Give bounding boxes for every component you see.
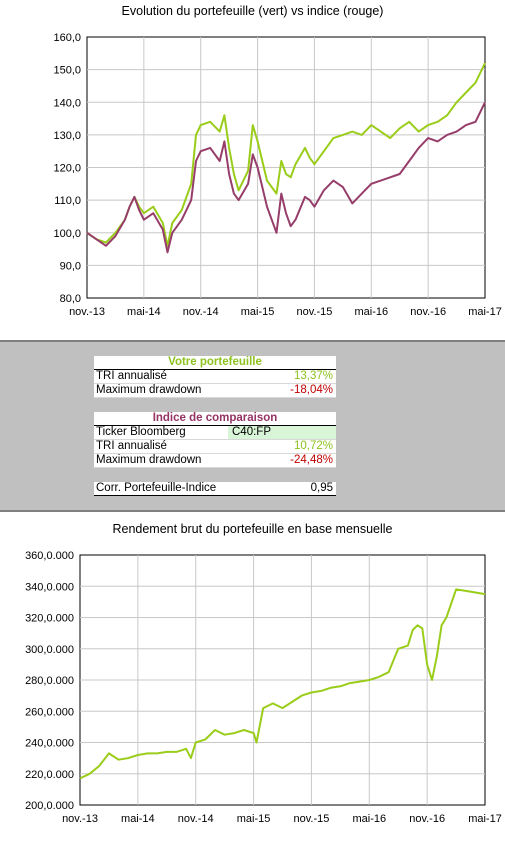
ticker-input[interactable]: C40:FP (228, 426, 336, 439)
portfolio-mdd-row: Maximum drawdown -18,04% (94, 384, 336, 398)
index-mdd-row: Maximum drawdown -24,48% (94, 454, 336, 468)
index-mdd-label: Maximum drawdown (96, 454, 202, 466)
chart2-title: Rendement brut du portefeuille en base m… (112, 522, 393, 536)
index-tri-label: TRI annualisé (96, 440, 167, 452)
index-tri-value: 10,72% (293, 440, 333, 452)
chart2-x-tick-label: nov.-16 (409, 813, 445, 825)
chart2-plot: 200,0.000 220,0.000 240,0.000 260,0.000 280,… (25, 550, 502, 825)
portfolio-tri-value: 13,37% (293, 370, 333, 382)
chart2-x-tick-label: mai-15 (237, 813, 271, 825)
chart2-y-tick-label: 340,0.000 (25, 581, 74, 593)
chart1-y-tick-label: 130,0 (53, 130, 81, 142)
chart2-y-tick-label: 200,0.000 (25, 800, 74, 812)
portfolio-mdd-label: Maximum drawdown (96, 384, 202, 396)
chart2-y-tick-label: 360,0.000 (25, 550, 74, 562)
chart2-x-tick-label: mai-16 (352, 813, 386, 825)
index-stats-panel: Indice de comparaison Ticker Bloomberg C… (94, 412, 336, 468)
index-tri-row: TRI annualisé 10,72% (94, 440, 336, 454)
chart1-x-tick-label: nov.-15 (296, 306, 332, 318)
chart2-y-tick-label: 260,0.000 (25, 706, 74, 718)
chart1-title: Evolution du portefeuille (vert) vs indi… (121, 4, 384, 18)
chart2-y-tick-label: 220,0.000 (25, 769, 74, 781)
chart1-x-tick-label: mai-17 (468, 306, 502, 318)
chart1-x-tick-label: nov.-13 (69, 306, 105, 318)
chart1-y-tick-label: 100,0 (53, 228, 81, 240)
chart1-x-tick-label: mai-16 (354, 306, 388, 318)
ticker-row: Ticker Bloomberg C40:FP (94, 426, 336, 440)
chart1-y-tick-label: 140,0 (53, 97, 81, 109)
chart2-x-tick-label: nov.-15 (293, 813, 329, 825)
chart1-y-tick-label: 150,0 (53, 65, 81, 77)
chart2-y-tick-label: 240,0.000 (25, 738, 74, 750)
chart1-series-line-0 (86, 62, 486, 247)
chart1-y-tick-label: 90,0 (60, 260, 81, 272)
correlation-panel: Corr. Portefeuille-Indice 0,95 (94, 482, 336, 496)
chart2-x-tick-label: mai-14 (121, 813, 155, 825)
chart2-y-tick-label: 280,0.000 (25, 675, 74, 687)
portfolio-stats-panel: Votre portefeuille TRI annualisé 13,37% … (94, 356, 336, 398)
correlation-value: 0,95 (310, 482, 333, 494)
chart2-x-tick-label: nov.-14 (178, 813, 214, 825)
chart1-plot: 80,0 90,0 100,0 110,0 120,0 130,0 140,0 150,0 16… (53, 32, 502, 318)
chart2-x-tick-label: mai-17 (468, 813, 502, 825)
portfolio-header: Votre portefeuille (94, 356, 336, 370)
chart2-y-tick-label: 320,0.000 (25, 613, 74, 625)
portfolio-tri-row: TRI annualisé 13,37% (94, 370, 336, 384)
chart1-x-tick-label: mai-15 (241, 306, 275, 318)
correlation-label: Corr. Portefeuille-Indice (96, 482, 217, 494)
chart1-y-tick-label: 80,0 (60, 293, 81, 305)
chart1-series-line-1 (86, 101, 486, 254)
chart1-x-tick-label: nov.-16 (410, 306, 446, 318)
chart1-y-tick-label: 160,0 (53, 32, 81, 44)
ticker-label: Ticker Bloomberg (96, 426, 186, 438)
index-header: Indice de comparaison (94, 412, 336, 426)
portfolio-tri-label: TRI annualisé (96, 370, 167, 382)
chart1-x-tick-label: mai-14 (127, 306, 161, 318)
chart2-series-line-0 (79, 588, 486, 780)
chart1-x-tick-label: nov.-14 (183, 306, 219, 318)
index-mdd-value: -24,48% (290, 454, 333, 466)
chart2-y-tick-label: 300,0.000 (25, 644, 74, 656)
ticker-value: C40:FP (232, 426, 271, 438)
chart2-x-tick-label: nov.-13 (62, 813, 98, 825)
chart1-y-tick-label: 110,0 (54, 195, 81, 207)
portfolio-mdd-value: -18,04% (290, 384, 333, 396)
correlation-row: Corr. Portefeuille-Indice 0,95 (94, 482, 336, 496)
chart1-y-tick-label: 120,0 (53, 163, 81, 175)
